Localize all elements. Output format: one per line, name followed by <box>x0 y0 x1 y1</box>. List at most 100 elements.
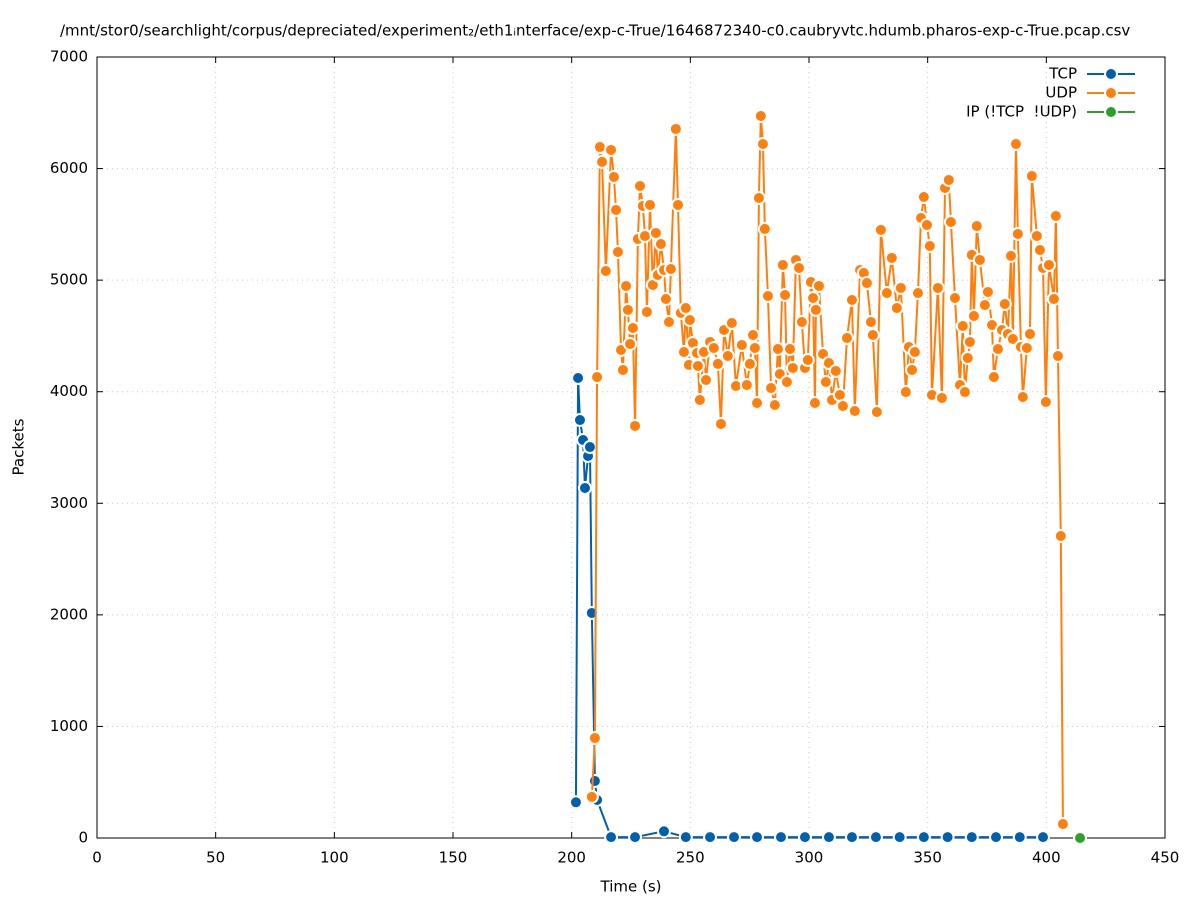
data-point <box>966 308 981 323</box>
x-tick-label: 400 <box>1032 849 1061 867</box>
chart-title: /mnt/stor0/searchlight/corpus/depreciate… <box>60 22 1130 40</box>
data-point <box>806 290 821 305</box>
data-point <box>742 356 757 371</box>
data-point <box>639 304 654 319</box>
data-point <box>760 288 775 303</box>
data-point <box>1005 332 1020 347</box>
data-point <box>1024 169 1039 184</box>
legend-marker <box>1104 67 1118 81</box>
x-tick-label: 150 <box>439 849 468 867</box>
data-point <box>747 340 762 355</box>
data-point <box>892 830 907 845</box>
y-tick-label: 4000 <box>50 382 88 400</box>
data-point <box>609 202 624 217</box>
data-point <box>663 261 678 276</box>
legend-label: UDP <box>1045 84 1077 102</box>
data-point <box>779 375 794 390</box>
data-point <box>922 239 937 254</box>
data-point <box>884 250 899 265</box>
data-point <box>1055 817 1070 832</box>
x-tick-label: 450 <box>1151 849 1180 867</box>
data-point <box>868 830 883 845</box>
data-point <box>703 830 718 845</box>
data-point <box>670 197 685 212</box>
data-point <box>859 276 874 291</box>
data-point <box>595 154 610 169</box>
data-point <box>783 341 798 356</box>
data-point <box>800 353 815 368</box>
data-point <box>753 109 768 124</box>
data-point <box>678 301 693 316</box>
data-point <box>619 278 634 293</box>
data-point <box>1008 137 1023 152</box>
data-point <box>865 328 880 343</box>
data-point <box>751 191 766 206</box>
data-point <box>792 260 807 275</box>
data-point <box>1041 257 1056 272</box>
data-point <box>625 321 640 336</box>
data-point <box>590 369 605 384</box>
y-tick-label: 0 <box>78 829 88 847</box>
data-point <box>1046 291 1061 306</box>
data-point <box>606 169 621 184</box>
data-point <box>668 121 683 136</box>
data-point <box>656 824 671 839</box>
data-point <box>598 263 613 278</box>
y-tick-label: 3000 <box>50 494 88 512</box>
data-point <box>997 297 1012 312</box>
x-tick-label: 200 <box>557 849 586 867</box>
x-tick-label: 300 <box>795 849 824 867</box>
data-point <box>785 360 800 375</box>
data-point <box>847 404 862 419</box>
data-point <box>1012 830 1027 845</box>
legend-marker <box>1104 105 1118 119</box>
data-point <box>642 197 657 212</box>
data-point <box>750 395 765 410</box>
data-point <box>610 245 625 260</box>
data-point <box>821 830 836 845</box>
data-point <box>1010 226 1025 241</box>
data-point <box>977 298 992 313</box>
legend-label: TCP <box>1048 65 1077 83</box>
data-point <box>844 293 859 308</box>
data-point <box>577 481 592 496</box>
data-point <box>773 830 788 845</box>
data-point <box>1032 243 1047 258</box>
data-point <box>604 142 619 157</box>
data-point <box>980 284 995 299</box>
y-tick-label: 2000 <box>50 605 88 623</box>
data-point <box>584 789 599 804</box>
data-point <box>990 341 1005 356</box>
data-point <box>811 278 826 293</box>
legend-label: IP (!TCP !UDP) <box>966 103 1077 121</box>
data-point <box>962 334 977 349</box>
y-tick-label: 6000 <box>50 159 88 177</box>
data-point <box>1029 228 1044 243</box>
data-point <box>568 795 583 810</box>
data-point <box>633 178 648 193</box>
data-point <box>1022 327 1037 342</box>
x-tick-label: 0 <box>92 849 102 867</box>
data-point <box>750 830 765 845</box>
data-point <box>676 344 691 359</box>
data-point <box>778 287 793 302</box>
data-point <box>989 830 1004 845</box>
data-point <box>1038 394 1053 409</box>
data-point <box>960 351 975 366</box>
data-point <box>794 314 809 329</box>
data-point <box>934 390 949 405</box>
x-tick-label: 350 <box>913 849 942 867</box>
data-point <box>720 349 735 364</box>
data-point <box>930 280 945 295</box>
x-tick-label: 100 <box>320 849 349 867</box>
data-point <box>739 378 754 393</box>
data-point <box>757 221 772 236</box>
data-point <box>964 830 979 845</box>
data-point <box>592 140 607 155</box>
data-point <box>571 370 586 385</box>
data-point <box>698 372 713 387</box>
data-point <box>582 440 597 455</box>
data-point <box>869 405 884 420</box>
